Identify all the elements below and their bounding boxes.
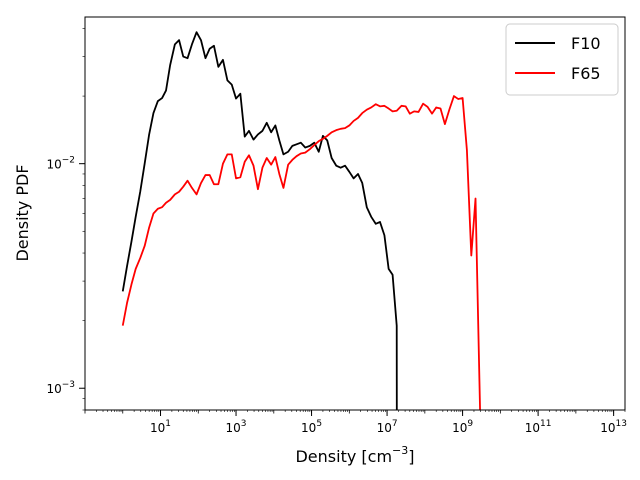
x-tick-label: 107: [377, 419, 398, 435]
x-axis-ticks: 101 103 105 107 109 1011 1013: [84, 410, 627, 435]
x-tick-label: 103: [226, 419, 247, 435]
x-axis-label: Density [cm−3]: [295, 444, 414, 466]
series-line-f10: [121, 31, 398, 410]
y-tick-label: 10−2: [46, 156, 75, 172]
legend: F10 F65: [505, 23, 619, 96]
legend-box: [505, 23, 619, 96]
y-axis-label: Density PDF: [13, 164, 32, 261]
legend-label-f10: F10: [571, 34, 601, 53]
x-tick-label: 1013: [600, 419, 627, 435]
legend-label-f65: F65: [571, 64, 601, 83]
x-tick-label: 105: [301, 419, 322, 435]
x-tick-label: 109: [452, 419, 473, 435]
y-axis-ticks: 10−3 10−2: [46, 28, 85, 411]
series-line-f65: [121, 95, 481, 410]
y-tick-label: 10−3: [46, 380, 75, 396]
x-tick-label: 1011: [525, 419, 552, 435]
x-tick-label: 101: [150, 419, 171, 435]
series-layer: [121, 31, 481, 410]
